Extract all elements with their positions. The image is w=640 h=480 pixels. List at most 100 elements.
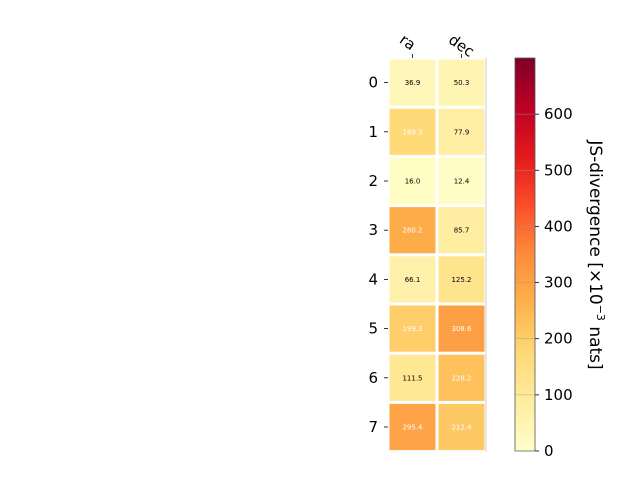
colorbar-segment: [515, 316, 535, 320]
colorbar-segment: [515, 192, 535, 197]
colorbar-segment: [515, 344, 535, 348]
colorbar-segment: [515, 203, 535, 208]
colorbar-segment: [515, 431, 535, 435]
colorbar-segment: [515, 119, 535, 124]
colorbar-segment: [515, 349, 535, 354]
heatmap-cell: [389, 59, 436, 106]
colorbar-segment: [515, 139, 535, 143]
cell-value-label: 66.1: [405, 276, 421, 284]
colorbar-segment: [515, 386, 535, 390]
colorbar-segment: [515, 156, 535, 160]
colorbar-segment: [515, 442, 535, 446]
colorbar-segment: [515, 299, 535, 303]
cell-value-label: 12.4: [454, 178, 470, 186]
colorbar-segment: [515, 63, 535, 68]
cell-value-label: 169.3: [402, 128, 422, 136]
colorbar-segment: [515, 434, 535, 438]
colorbar-segment: [515, 159, 535, 163]
colorbar-segment: [515, 338, 535, 343]
colorbar-segment: [515, 392, 535, 396]
heatmap-cell: [389, 108, 436, 155]
colorbar-segment: [515, 136, 535, 141]
colorbar-segment: [515, 327, 535, 331]
colorbar-segment: [515, 274, 535, 278]
colorbar-segment: [515, 302, 535, 306]
colorbar-segment: [515, 167, 535, 171]
colorbar-segment: [515, 184, 535, 188]
colorbar-segment: [515, 122, 535, 126]
colorbar-segment: [515, 178, 535, 183]
cell-value-label: 77.9: [454, 128, 470, 136]
colorbar-segment: [515, 321, 535, 326]
colorbar-segment: [515, 293, 535, 298]
cell-value-label: 295.4: [402, 424, 423, 432]
colorbar-segment: [515, 142, 535, 146]
colorbar-segment: [515, 175, 535, 180]
colorbar-tick-label: 0: [544, 442, 554, 460]
colorbar-segment: [515, 223, 535, 228]
colorbar-tick-label: 200: [544, 330, 573, 348]
colorbar-segment: [515, 128, 535, 132]
colorbar-segment: [515, 248, 535, 253]
heatmap-cell: [438, 157, 485, 205]
colorbar-segment: [515, 215, 535, 219]
colorbar-segment: [515, 243, 535, 247]
colorbar-segment: [515, 288, 535, 292]
colorbar-segment: [515, 161, 535, 166]
colorbar-segment: [515, 91, 535, 96]
colorbar-segment: [515, 425, 535, 430]
cell-value-label: 50.3: [454, 79, 470, 87]
colorbar-segment: [515, 383, 535, 388]
colorbar-segment: [515, 145, 535, 149]
y-tick-label: 7: [368, 418, 378, 436]
colorbar-segment: [515, 150, 535, 155]
colorbar-segment: [515, 173, 535, 177]
colorbar-segment: [515, 305, 535, 309]
colorbar-tick-label: 300: [544, 274, 573, 292]
colorbar-segment: [515, 285, 535, 289]
colorbar-segment: [515, 400, 535, 404]
colorbar-segment: [515, 445, 535, 449]
colorbar-segment: [515, 77, 535, 82]
colorbar-segment: [515, 333, 535, 337]
colorbar-segment: [515, 310, 535, 315]
colorbar-segment: [515, 361, 535, 365]
colorbar-segment: [515, 58, 535, 62]
x-tick-label: dec: [445, 31, 477, 61]
y-tick-label: 6: [368, 369, 378, 387]
colorbar-segment: [515, 448, 535, 452]
colorbar-segment: [515, 436, 535, 441]
colorbar-segment: [515, 369, 535, 373]
cell-value-label: 36.9: [405, 79, 421, 87]
colorbar-segment: [515, 265, 535, 270]
colorbar-segment: [515, 380, 535, 385]
colorbar-tick-label: 400: [544, 217, 573, 235]
colorbar-segment: [515, 389, 535, 393]
colorbar-segment: [515, 88, 535, 93]
cell-value-label: 85.7: [454, 227, 470, 235]
colorbar-segment: [515, 94, 535, 98]
colorbar-segment: [515, 125, 535, 129]
colorbar-segment: [515, 218, 535, 222]
colorbar-segment: [515, 408, 535, 413]
colorbar-segment: [515, 102, 535, 107]
colorbar-segment: [515, 268, 535, 272]
colorbar-segment: [515, 100, 535, 104]
colorbar-segment: [515, 414, 535, 418]
colorbar-segment: [515, 153, 535, 157]
colorbar-tick-label: 100: [544, 386, 573, 404]
colorbar-segment: [515, 66, 535, 70]
colorbar-segment: [515, 147, 535, 152]
heatmap-cell: [389, 256, 436, 303]
heatmap-cell: [438, 59, 485, 106]
colorbar-segment: [515, 60, 535, 65]
colorbar-segment: [515, 111, 535, 115]
cell-value-label: 111.5: [402, 374, 422, 382]
colorbar: 0 100 200 300 400 500 600: [514, 57, 573, 460]
colorbar-segment: [515, 428, 535, 432]
colorbar-segment: [515, 69, 535, 73]
colorbar-segment: [515, 246, 535, 250]
colorbar-segment: [515, 181, 535, 185]
heatmap-cell: [438, 108, 485, 155]
colorbar-segment: [515, 74, 535, 79]
